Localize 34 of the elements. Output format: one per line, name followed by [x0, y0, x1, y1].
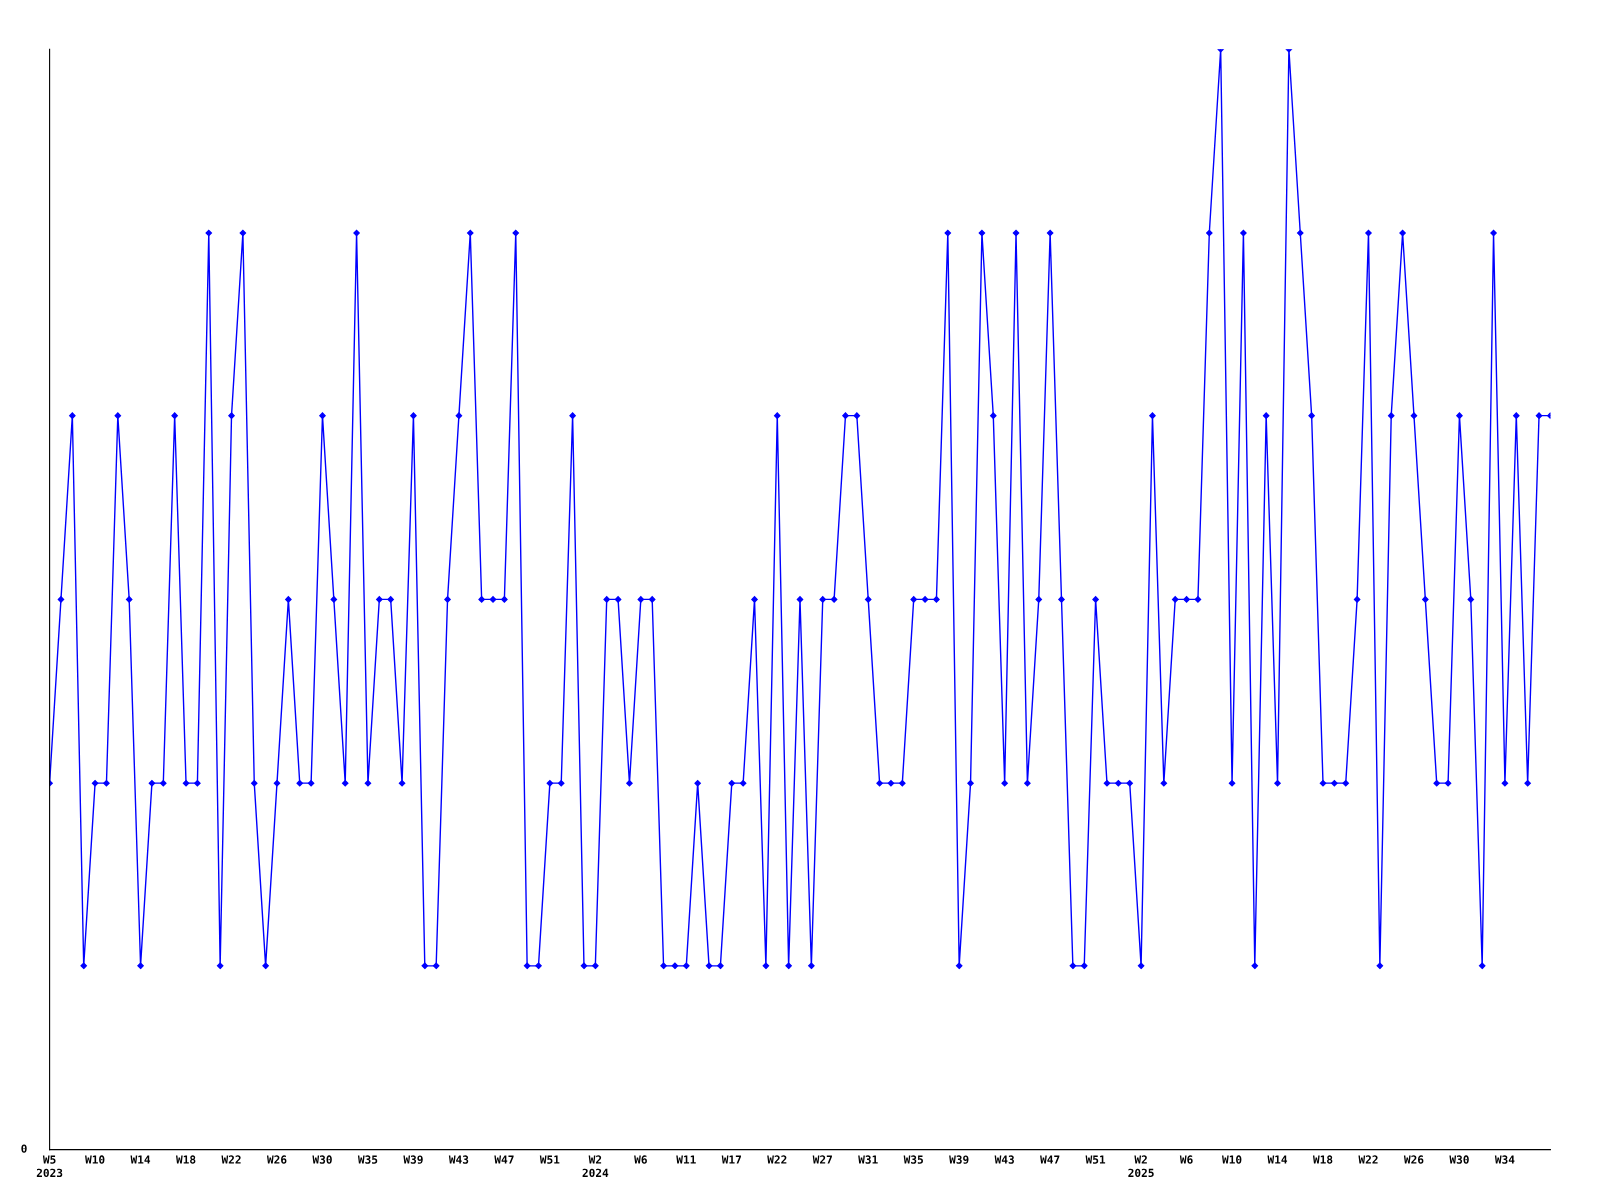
x-tick-label: W51: [539, 1155, 560, 1164]
x-tick-label: W47: [1040, 1155, 1060, 1164]
x-tick-label: W51: [1085, 1155, 1106, 1164]
x-tick-label: W26: [266, 1155, 287, 1164]
x-tick-label: W2 2025: [1128, 1155, 1154, 1178]
x-tick-label: W17: [721, 1155, 741, 1164]
x-tick-label: W14: [1267, 1155, 1288, 1164]
x-tick-label: W43: [448, 1155, 469, 1164]
x-tick-label: W35: [903, 1155, 923, 1164]
text: 0: [21, 1144, 27, 1153]
x-tick-label: W22: [767, 1155, 787, 1164]
x-tick-label: W18: [1312, 1155, 1333, 1164]
x-tick-label: W47: [494, 1155, 514, 1164]
x-tick-label: W10: [1222, 1155, 1242, 1164]
x-tick-label: W27: [812, 1155, 832, 1164]
x-tick-label: W31: [858, 1155, 878, 1164]
x-tick-label: W34: [1494, 1155, 1515, 1164]
x-tick-label: W14: [130, 1155, 151, 1164]
x-tick-label: W39: [403, 1155, 423, 1164]
x-tick-label: W30: [1449, 1155, 1469, 1164]
x-tick-label: W6: [634, 1155, 647, 1164]
x-tick-label: W11: [676, 1155, 696, 1164]
x-tick-label: W43: [994, 1155, 1014, 1164]
x-tick-label: W35: [357, 1155, 378, 1164]
x-tick-label: W26: [1403, 1155, 1424, 1164]
x-tick-label: W39: [949, 1155, 969, 1164]
x-tick-label: W6: [1179, 1155, 1193, 1164]
x-tick-label: W10: [85, 1155, 105, 1164]
x-tick-label: W5 2023: [36, 1155, 63, 1178]
x-tick-label: W2 2024: [582, 1155, 609, 1178]
x-tick-label: W22: [1358, 1155, 1378, 1164]
x-tick-label: W30: [312, 1155, 332, 1164]
x-tick-label: W18: [176, 1155, 196, 1164]
x-tick-label: W22: [221, 1155, 241, 1164]
